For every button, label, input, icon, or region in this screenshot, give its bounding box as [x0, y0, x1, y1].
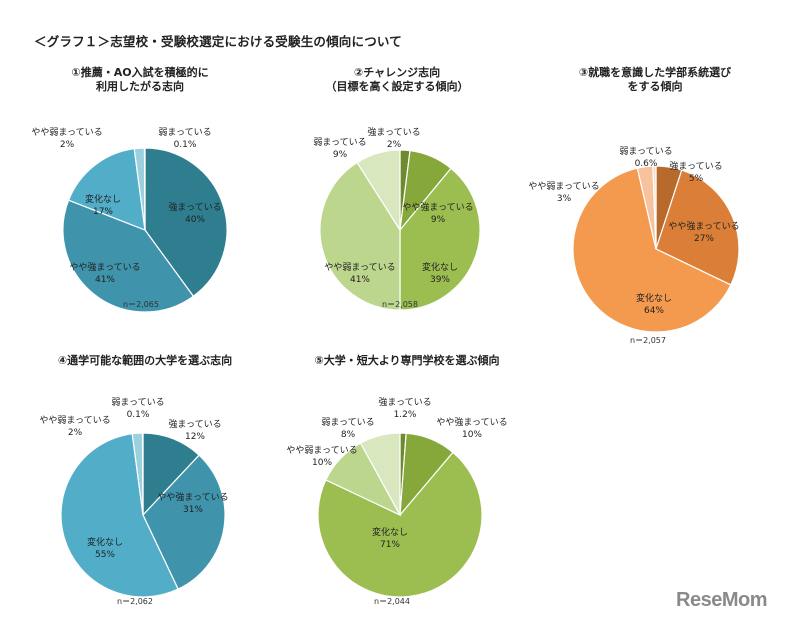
- sample-size-label: n＝2,065: [123, 300, 159, 309]
- slice-label: やや強まっている 27%: [668, 220, 739, 244]
- resemom-logo: ReseMom: [676, 589, 767, 611]
- pie-slice: [142, 432, 200, 517]
- pie-slice: [399, 167, 481, 311]
- slice-label: 変化なし 17%: [85, 193, 121, 217]
- chart-title: ④通学可能な範囲の大学を選ぶ志向: [57, 354, 233, 367]
- slice-label: 強まっている 1.2%: [378, 396, 431, 420]
- slice-label: 弱まっている 8%: [321, 417, 374, 440]
- pie-chart-svg: 強まっている 1.2%やや強まっている 10% 変化なし 71% やや弱まっている 10% 弱…: [286, 396, 508, 598]
- page-title: ＜グラフ１＞志望校・受験校選定における受験生の傾向について: [34, 34, 402, 49]
- chart-title: ③就職を意識した学部系統選び をする傾向: [578, 66, 732, 93]
- slice-label: やや強まっている 10%: [436, 416, 507, 440]
- pie-slice: [141, 432, 144, 516]
- slice-label: 変化なし 55%: [87, 536, 123, 560]
- pie-chart-2: ②チャレンジ志向 （目標を高く設定する傾向） 強まっている 2% やや強まっている 9…: [312, 62, 572, 352]
- pie-chart-5: ⑤大学・短大より専門学校を選ぶ傾向 強まっている 1.2% やや強まっている 10% 変…: [286, 350, 572, 640]
- pie-slice: [67, 148, 146, 231]
- slice-label: やや弱まっている 2%: [39, 415, 110, 438]
- pie-slice: [652, 165, 657, 250]
- slice-label: やや弱まっている 10%: [286, 445, 357, 468]
- sample-size-label: n＝2,058: [382, 300, 418, 309]
- pie-slice: [655, 169, 740, 286]
- slice-label: やや弱まっている 2%: [31, 127, 102, 150]
- pie-slice: [356, 149, 401, 233]
- slice-label: やや弱まっている 3%: [528, 181, 599, 204]
- pie-chart-3: ③就職を意識した学部系統選び をする傾向 強まっている 5% やや強まっている 27%…: [528, 62, 785, 352]
- pie-slice: [60, 433, 179, 598]
- chart-title: ①推薦・AO入試を積極的に 利用したがる志向: [71, 66, 209, 93]
- slice-label: 弱まっている 0.1%: [158, 127, 211, 150]
- slice-label: 強まっている 40%: [168, 201, 221, 225]
- chart-title: ⑤大学・短大より専門学校を選ぶ傾向: [314, 354, 500, 367]
- slice-label: 強まっている 5%: [669, 160, 722, 184]
- slice-label: やや強まっている 31%: [157, 491, 228, 515]
- chart-title: ②チャレンジ志向 （目標を高く設定する傾向）: [325, 66, 469, 93]
- slice-label: 弱まっている 0.6%: [619, 146, 672, 169]
- slice-label: 弱まっている 0.1%: [111, 397, 164, 420]
- sample-size-label: n＝2,057: [630, 336, 666, 345]
- slice-label: 変化なし 64%: [636, 292, 672, 316]
- pie-slice: [572, 167, 732, 333]
- pie-slice: [359, 432, 401, 516]
- sample-size-label: n＝2,062: [117, 597, 153, 606]
- pie-slice: [317, 451, 483, 598]
- pie-slice: [144, 147, 228, 298]
- slice-label: 変化なし 39%: [422, 261, 458, 285]
- slice-label: 変化なし 71%: [372, 526, 408, 550]
- pie-chart-svg: 強まっている 2% やや強まっている 9% 変化なし 39% やや弱まっている 41% 弱まって…: [313, 126, 481, 311]
- slice-label: やや強まっている 41%: [69, 261, 140, 285]
- pie-chart-4: ④通学可能な範囲の大学を選ぶ志向 強まっている 12% やや強まっている 31% 変化な…: [39, 350, 315, 640]
- pie-chart-1: ①推薦・AO入試を積極的に 利用したがる志向 強まっている 40% やや強まっている…: [31, 62, 315, 352]
- slice-label: 強まっている 2%: [367, 126, 420, 150]
- pie-chart-svg: 強まっている 40% やや強まっている 41% 変化なし 17% やや弱まっている 2% 弱まっ…: [31, 127, 228, 313]
- pie-slice: [142, 454, 226, 590]
- slice-label: やや弱まっている 41%: [324, 262, 395, 285]
- slice-label: 弱まっている 9%: [313, 137, 366, 160]
- pie-slice: [143, 147, 146, 231]
- pie-chart-svg: 強まっている 5% やや強まっている 27% 変化なし 64% やや弱まっている 3% 弱まって…: [528, 146, 740, 333]
- pie-chart-svg: 強まっている 12% やや強まっている 31% 変化なし 55% やや弱まっている 2%弱まっ…: [39, 397, 229, 598]
- slice-label: 強まっている 12%: [168, 418, 221, 442]
- sample-size-label: n＝2,044: [374, 597, 410, 606]
- pie-slice: [62, 199, 195, 313]
- slice-label: やや強まっている 9%: [402, 201, 473, 225]
